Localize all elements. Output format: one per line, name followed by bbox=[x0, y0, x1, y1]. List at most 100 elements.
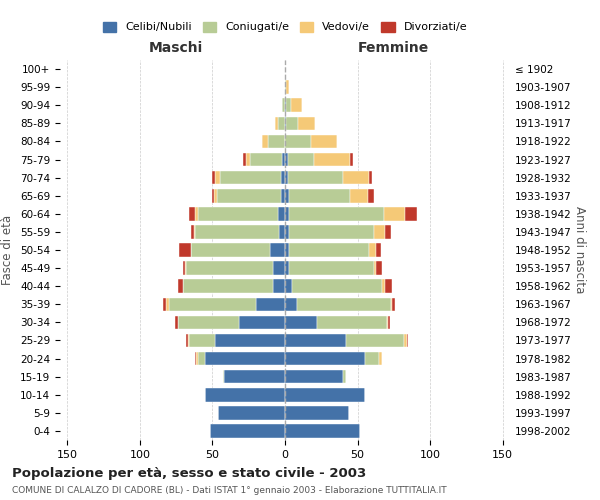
Bar bbox=[379, 352, 382, 366]
Legend: Celibi/Nubili, Coniugati/e, Vedovi/e, Divorziati/e: Celibi/Nubili, Coniugati/e, Vedovi/e, Di… bbox=[97, 16, 473, 38]
Bar bbox=[385, 225, 391, 238]
Bar bbox=[388, 316, 389, 329]
Bar bbox=[376, 243, 381, 257]
Bar bbox=[285, 298, 296, 311]
Bar bbox=[298, 116, 316, 130]
Text: Maschi: Maschi bbox=[149, 40, 203, 54]
Bar bbox=[198, 352, 205, 366]
Bar bbox=[239, 316, 285, 329]
Bar bbox=[317, 316, 386, 329]
Bar bbox=[189, 334, 215, 347]
Bar bbox=[314, 152, 350, 166]
Bar bbox=[404, 334, 407, 347]
Bar bbox=[311, 134, 337, 148]
Bar bbox=[191, 243, 271, 257]
Bar bbox=[285, 152, 288, 166]
Bar bbox=[285, 189, 289, 202]
Bar bbox=[289, 225, 374, 238]
Bar bbox=[169, 298, 256, 311]
Bar bbox=[205, 388, 285, 402]
Bar bbox=[214, 189, 217, 202]
Bar bbox=[175, 316, 178, 329]
Bar bbox=[282, 152, 285, 166]
Bar bbox=[296, 298, 391, 311]
Bar bbox=[163, 298, 166, 311]
Bar bbox=[215, 334, 285, 347]
Bar bbox=[406, 207, 417, 220]
Bar bbox=[285, 352, 365, 366]
Bar bbox=[350, 189, 368, 202]
Text: COMUNE DI CALALZO DI CADORE (BL) - Dati ISTAT 1° gennaio 2003 - Elaborazione TUT: COMUNE DI CALALZO DI CADORE (BL) - Dati … bbox=[12, 486, 446, 495]
Bar bbox=[209, 424, 285, 438]
Bar bbox=[385, 280, 392, 293]
Bar bbox=[382, 280, 385, 293]
Bar bbox=[369, 243, 376, 257]
Bar bbox=[282, 98, 285, 112]
Bar bbox=[288, 171, 343, 184]
Bar bbox=[189, 207, 195, 220]
Bar bbox=[224, 370, 285, 384]
Bar bbox=[285, 116, 286, 130]
Bar bbox=[285, 280, 292, 293]
Bar bbox=[285, 370, 343, 384]
Bar bbox=[407, 334, 409, 347]
Bar bbox=[194, 225, 195, 238]
Bar bbox=[285, 388, 365, 402]
Bar bbox=[243, 152, 246, 166]
Bar bbox=[271, 243, 285, 257]
Bar bbox=[274, 262, 285, 275]
Bar bbox=[166, 298, 169, 311]
Bar bbox=[205, 352, 285, 366]
Bar bbox=[281, 189, 285, 202]
Text: Popolazione per età, sesso e stato civile - 2003: Popolazione per età, sesso e stato civil… bbox=[12, 468, 366, 480]
Bar bbox=[343, 171, 369, 184]
Bar bbox=[285, 207, 289, 220]
Bar bbox=[185, 262, 186, 275]
Bar bbox=[256, 298, 285, 311]
Bar bbox=[281, 171, 285, 184]
Bar bbox=[285, 171, 288, 184]
Bar bbox=[343, 370, 346, 384]
Bar bbox=[285, 262, 289, 275]
Bar bbox=[279, 225, 285, 238]
Bar bbox=[186, 334, 188, 347]
Bar bbox=[289, 207, 384, 220]
Bar bbox=[374, 225, 385, 238]
Bar bbox=[285, 98, 286, 112]
Bar bbox=[278, 116, 285, 130]
Bar bbox=[286, 116, 298, 130]
Bar bbox=[350, 152, 353, 166]
Bar bbox=[346, 334, 404, 347]
Bar bbox=[386, 316, 388, 329]
Bar bbox=[223, 370, 224, 384]
Bar bbox=[184, 262, 185, 275]
Bar bbox=[285, 316, 317, 329]
Bar bbox=[291, 98, 302, 112]
Bar bbox=[285, 406, 349, 419]
Bar bbox=[285, 424, 361, 438]
Bar bbox=[262, 134, 268, 148]
Bar bbox=[289, 189, 350, 202]
Bar bbox=[191, 225, 194, 238]
Bar bbox=[384, 207, 406, 220]
Bar bbox=[392, 298, 395, 311]
Bar bbox=[215, 171, 220, 184]
Bar bbox=[188, 334, 189, 347]
Bar bbox=[178, 280, 184, 293]
Bar bbox=[275, 116, 278, 130]
Bar bbox=[178, 316, 239, 329]
Bar bbox=[186, 262, 274, 275]
Bar bbox=[179, 243, 191, 257]
Bar bbox=[365, 352, 379, 366]
Text: Femmine: Femmine bbox=[358, 40, 430, 54]
Bar bbox=[374, 262, 376, 275]
Bar bbox=[289, 262, 374, 275]
Bar bbox=[369, 171, 372, 184]
Bar bbox=[196, 352, 198, 366]
Bar bbox=[376, 262, 382, 275]
Bar bbox=[246, 152, 250, 166]
Bar bbox=[285, 134, 311, 148]
Bar bbox=[212, 171, 215, 184]
Y-axis label: Fasce di età: Fasce di età bbox=[1, 215, 14, 285]
Y-axis label: Anni di nascita: Anni di nascita bbox=[572, 206, 586, 294]
